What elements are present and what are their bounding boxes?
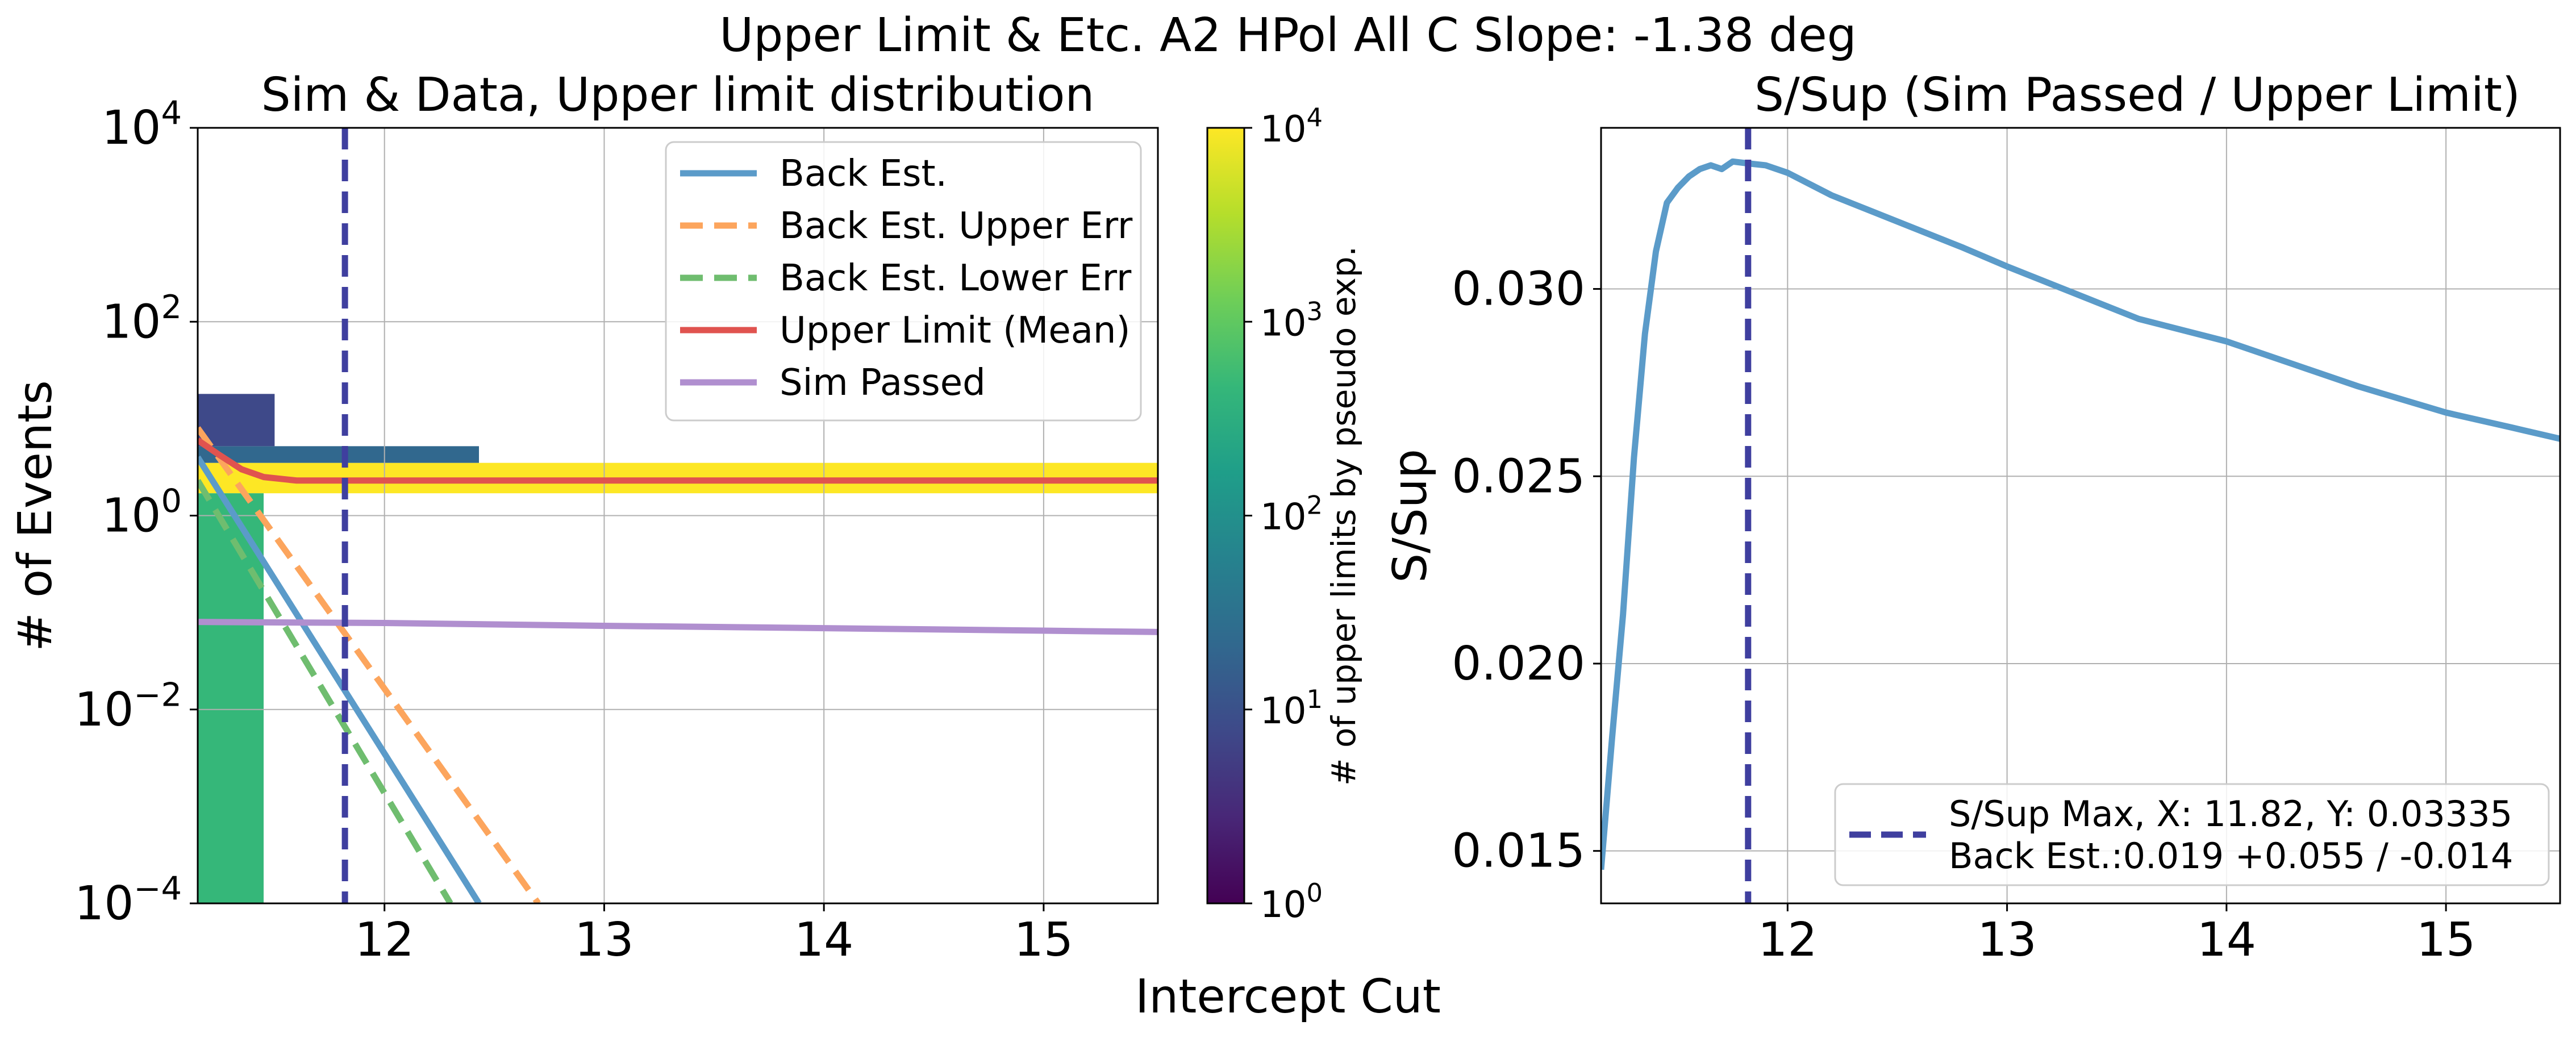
left-chart: Sim & Data, Upper limit distribution # o…	[9, 68, 1159, 967]
y-tick-label: 10−2	[74, 676, 182, 736]
y-tick-label: 102	[102, 288, 182, 349]
colorbar-tick-label: 101	[1260, 684, 1323, 732]
y-tick-label: 0.020	[1452, 637, 1585, 691]
series-line-back-est-lower-err	[198, 478, 453, 903]
left-y-axis-label: # of Events	[9, 380, 62, 652]
figure-suptitle: Upper Limit & Etc. A2 HPol All C Slope: …	[719, 9, 1856, 62]
left-axes: 12 13 14 15 10−4 10−2 100 102 104	[74, 94, 1159, 967]
right-chart: S/Sup (Sim Passed / Upper Limit) S/Sup 1…	[1383, 68, 2561, 967]
x-tick-label: 15	[1014, 913, 1073, 967]
left-chart-title: Sim & Data, Upper limit distribution	[261, 68, 1095, 122]
right-chart-title: S/Sup (Sim Passed / Upper Limit)	[1754, 68, 2520, 122]
heatmap-cell-2	[198, 493, 264, 903]
series-line-back-est-	[198, 455, 482, 903]
heatmap-cell-3	[198, 446, 480, 463]
legend-label: Back Est.	[780, 153, 947, 195]
legend-label: Back Est. Lower Err	[780, 257, 1132, 299]
x-tick-label: 12	[355, 913, 414, 967]
x-tick-label: 15	[2416, 913, 2475, 967]
y-tick-label: 104	[102, 94, 182, 155]
colorbar: # of upper limits by pseudo exp. 100 101 1…	[1206, 102, 1363, 926]
right-y-axis-label: S/Sup	[1383, 449, 1437, 583]
y-tick-label: 0.015	[1452, 824, 1585, 878]
colorbar-tick-label: 104	[1260, 102, 1323, 151]
x-tick-label: 13	[1977, 913, 2036, 967]
legend-label: Sim Passed	[780, 362, 986, 404]
y-tick-label: 100	[102, 482, 182, 543]
x-tick-label: 14	[794, 913, 853, 967]
left-plot-lines	[198, 128, 1158, 903]
right-axes-frame	[1600, 127, 2561, 905]
right-legend-box	[1834, 783, 2550, 886]
left-legend-box	[665, 141, 1142, 422]
legend-label-line1: S/Sup Max, X: 11.82, Y: 0.03335	[1949, 793, 2512, 835]
x-tick-label: 13	[574, 913, 633, 967]
right-grid	[1601, 128, 2560, 903]
shared-x-axis-label: Intercept Cut	[1135, 970, 1441, 1024]
x-tick-label: 14	[2197, 913, 2256, 967]
right-axes: 12 13 14 15 0.015 0.020 0.025 0.030	[1452, 127, 2561, 967]
colorbar-label: # of upper limits by pseudo exp.	[1324, 246, 1363, 786]
legend-label-line2: Back Est.:0.019 +0.055 / -0.014	[1949, 835, 2513, 877]
legend-label: Back Est. Upper Err	[780, 205, 1133, 247]
colorbar-tick-label: 102	[1260, 490, 1323, 539]
heatmap-cell-4	[198, 394, 275, 447]
x-tick-label: 12	[1758, 913, 1817, 967]
colorbar-gradient	[1206, 127, 1245, 905]
y-tick-label: 0.030	[1452, 262, 1585, 316]
legend-label: Upper Limit (Mean)	[780, 310, 1130, 352]
colorbar-tick-label: 100	[1260, 878, 1323, 926]
right-plot-lines	[1601, 128, 2560, 903]
series-line-back-est-upper-err	[198, 426, 541, 903]
series-line-sim-passed	[198, 619, 1158, 635]
colorbar-tick-label: 103	[1260, 296, 1323, 344]
y-tick-label: 10−4	[74, 870, 182, 931]
series-line-upper-limit-mean-	[198, 437, 1158, 484]
ssup-line	[1601, 158, 2560, 870]
left-legend: Back Est. Back Est. Upper Err Back Est. Lo…	[665, 141, 1142, 422]
y-tick-label: 0.025	[1452, 449, 1585, 503]
